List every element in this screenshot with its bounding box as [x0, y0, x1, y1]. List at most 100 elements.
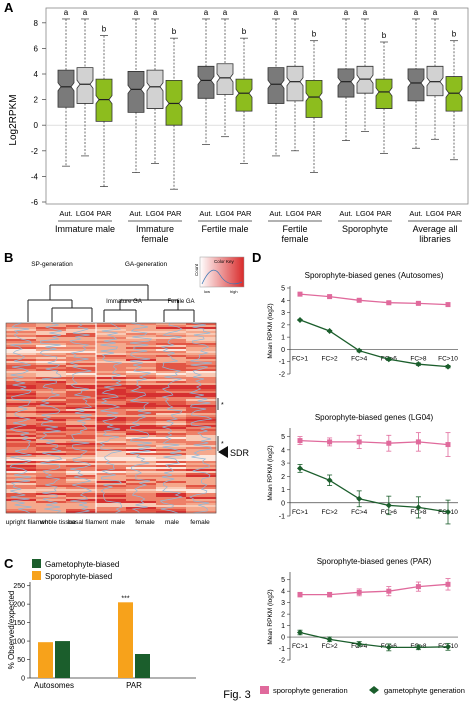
panel-d-title-0: Sporophyte-biased genes (Autosomes)	[305, 271, 444, 280]
heatmap-cell	[6, 445, 37, 448]
heatmap-cell	[96, 365, 127, 368]
sig-letter-4: a	[153, 8, 158, 17]
heatmap-cell	[36, 483, 67, 486]
heatmap-cell	[66, 505, 97, 508]
heatmap-cell	[36, 495, 67, 498]
panel-a-ylabel: Log2RPKM	[8, 94, 19, 145]
heatmap-cell	[186, 385, 217, 388]
heatmap-cell	[6, 411, 37, 414]
heatmap-cell	[156, 337, 187, 340]
panel-a-ytick-label-6: -4	[31, 172, 39, 181]
heatmap-cell	[96, 431, 127, 434]
group-label-1: Immature female	[136, 224, 174, 244]
heatmap-cell	[126, 407, 157, 410]
heatmap-cell	[6, 461, 37, 464]
heatmap-cell	[66, 365, 97, 368]
heatmap-cell	[126, 489, 157, 492]
group-label-line-2-3: female	[281, 234, 308, 244]
heatmap-cell	[66, 483, 97, 486]
heatmap-cell	[36, 475, 67, 478]
panel-d-line-2-sporophyte	[300, 583, 449, 596]
heatmap-cell	[36, 505, 67, 508]
box-label-10: LG04	[286, 209, 304, 218]
heatmap-cell	[156, 399, 187, 402]
heatmap-cell	[126, 353, 157, 356]
heatmap-cell	[126, 413, 157, 416]
heatmap-cell	[156, 451, 187, 454]
panel-d-marker-square-0-4	[415, 300, 421, 306]
heatmap-cell	[126, 503, 157, 506]
heatmap-cell	[66, 459, 97, 462]
heatmap-cell	[156, 387, 187, 390]
heatmap-cell	[66, 457, 97, 460]
heatmap-cell	[156, 435, 187, 438]
heatmap-cell	[36, 481, 67, 484]
panel-d-ytick-label-0-0: 5	[281, 286, 285, 293]
panel-d-line-0-sporophyte	[299, 293, 449, 306]
heatmap-cell	[186, 401, 217, 404]
panel-d-marker-diamond-0-4	[415, 361, 422, 368]
heatmap-cell	[126, 433, 157, 436]
panel-a-ytick-label-7: -6	[31, 198, 39, 207]
heatmap-cell	[156, 369, 187, 372]
heatmap-cell	[96, 499, 127, 502]
heatmap-cell	[96, 441, 127, 444]
heatmap-cell	[66, 495, 97, 498]
heatmap-cell	[156, 423, 187, 426]
heatmap-cell	[66, 451, 97, 454]
panel-d-marker-diamond-2-3	[385, 644, 392, 651]
panel-d-marker-square-2-4	[415, 584, 421, 590]
heatmap-cell	[96, 423, 127, 426]
heatmap-cell	[66, 375, 97, 378]
heatmap-cell	[126, 473, 157, 476]
heatmap-cell	[126, 431, 157, 434]
heatmap-cell	[156, 453, 187, 456]
heatmap-cell	[96, 503, 127, 506]
heatmap-cell	[186, 411, 217, 414]
heatmap-cell	[6, 459, 37, 462]
panel-c-bars	[38, 602, 150, 678]
heatmap-cell	[126, 471, 157, 474]
tree-label-sp: SP-generation	[31, 261, 73, 268]
panel-c-ytick-label-4: 200	[13, 602, 25, 609]
heatmap-cell	[66, 377, 97, 380]
heatmap-cell	[156, 347, 187, 350]
heatmap-cell	[36, 477, 67, 480]
heatmap-cell	[96, 437, 127, 440]
panel-c-ylabel: % Observed/expected	[7, 591, 16, 670]
heatmap-cell	[36, 423, 67, 426]
heatmap-cell	[156, 509, 187, 512]
group-label-line-2-5: libraries	[419, 234, 451, 244]
panel-d-ylabel-2: Mean RPKM (log2)	[267, 589, 274, 644]
heatmap-cell	[36, 471, 67, 474]
heatmap-cell	[126, 467, 157, 470]
panel-d-ytick-label-2-4: 1	[281, 623, 285, 630]
heatmap-cell	[66, 491, 97, 494]
box-label-4: LG04	[146, 209, 164, 218]
heatmap-cell	[156, 511, 187, 514]
sig-letter-2: b	[102, 25, 107, 34]
heatmap-cell	[96, 511, 127, 514]
heatmap-cell	[96, 439, 127, 442]
heatmap-cell	[66, 329, 97, 332]
heatmap-cell	[156, 393, 187, 396]
panel-c-ytick-label-0: 0	[21, 676, 25, 683]
panel-d-xtick-label-0-2: FC>4	[351, 355, 367, 362]
heatmap-cell	[126, 475, 157, 478]
legend-swatch-sporophyte-generation	[260, 686, 269, 694]
heatmap-cell	[126, 369, 157, 372]
heatmap-cell	[186, 351, 217, 354]
heatmap-cell	[126, 399, 157, 402]
heatmap-star-2: *	[221, 441, 224, 448]
heatmap-cell	[96, 453, 127, 456]
heatmap-cell	[126, 403, 157, 406]
heatmap-cell	[66, 327, 97, 330]
heatmap-cell	[156, 441, 187, 444]
heatmap-cell	[6, 357, 37, 360]
heatmap-cell	[96, 465, 127, 468]
heatmap-cell	[186, 459, 217, 462]
heatmap-cell	[66, 447, 97, 450]
heatmap-cell	[36, 331, 67, 334]
heatmap-cell	[66, 347, 97, 350]
